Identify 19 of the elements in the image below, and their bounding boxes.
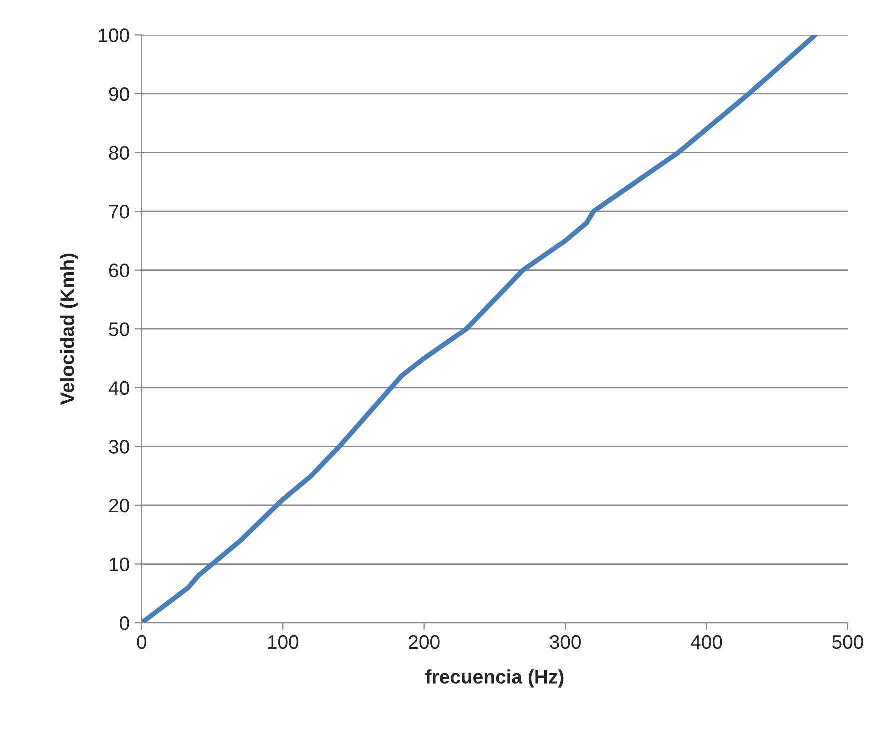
y-tick-label: 40 [108,381,130,396]
x-tick-label: 500 [832,635,864,650]
y-tick-label: 100 [99,28,130,42]
x-tick-label: 100 [268,635,299,650]
y-tick-label: 0 [120,616,130,630]
x-tick-label: 300 [550,635,582,650]
y-tick-label: 30 [109,440,130,454]
y-tick-label: 50 [109,322,130,336]
y-tick-label: 90 [109,87,130,102]
y-tick-label: 80 [109,146,130,160]
x-tick-label: 0 [137,635,147,650]
x-tick-label: 400 [690,635,722,650]
y-tick-label: 60 [109,264,130,278]
x-tick-label: 200 [409,635,440,650]
y-axis-title: Velocidad (Kmh) [60,254,78,406]
x-axis-title: frecuencia (Hz) [426,670,564,688]
y-tick-label: 10 [110,558,130,572]
y-tick-label: 20 [109,498,130,513]
y-tick-label: 70 [109,205,130,219]
